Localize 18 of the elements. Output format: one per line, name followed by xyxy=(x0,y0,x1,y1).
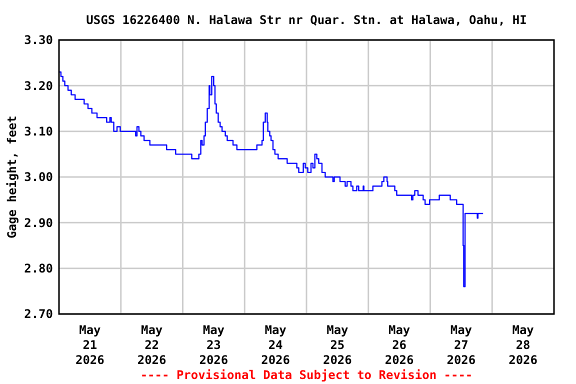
y-tick-label: 2.70 xyxy=(24,307,53,322)
y-tick-label: 2.90 xyxy=(24,216,53,230)
chart-title: USGS 16226400 N. Halawa Str nr Quar. Stn. at Halawa, Oahu, HI xyxy=(86,13,527,27)
y-tick-label: 3.30 xyxy=(24,33,53,48)
y-tick-label: 3.00 xyxy=(24,170,53,184)
x-tick-label: May 25 2026 xyxy=(322,323,352,367)
x-tick-label: May 22 2026 xyxy=(137,323,166,367)
y-tick-label: 3.20 xyxy=(24,78,53,93)
x-tick-label: May 27 2026 xyxy=(446,323,476,367)
y-tick-label: 2.80 xyxy=(24,262,53,276)
x-tick-label: May 24 2026 xyxy=(261,323,290,367)
x-tick-label: May 21 2026 xyxy=(75,323,104,367)
x-tick-label: May 26 2026 xyxy=(384,323,414,367)
y-tick-label: 3.10 xyxy=(24,124,53,139)
y-axis-title: Gage height, feet xyxy=(5,116,19,238)
x-tick-label: May 23 2026 xyxy=(199,323,228,367)
text: ---- Provisional Data Subject to Revision ---- xyxy=(140,368,473,382)
x-tick-label: May 28 2026 xyxy=(508,323,538,367)
